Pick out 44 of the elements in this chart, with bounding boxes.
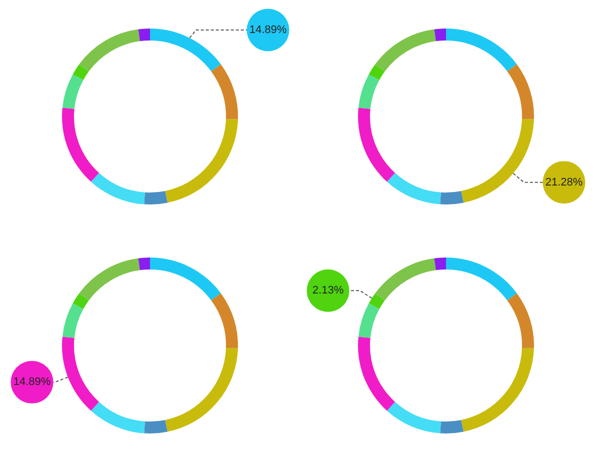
donut-slice xyxy=(72,293,89,310)
donut-slice xyxy=(386,172,441,204)
donut-slice xyxy=(150,28,221,72)
donut-slice xyxy=(165,119,238,203)
donut-slice xyxy=(62,303,84,338)
donut-slice xyxy=(386,402,441,434)
donut-slice xyxy=(434,28,446,42)
donut-slice xyxy=(62,108,100,182)
data-label: 21.28% xyxy=(545,176,583,188)
donut-slice xyxy=(138,258,150,270)
donut-slice xyxy=(375,29,436,72)
donut-slice xyxy=(62,74,84,109)
donut-slice xyxy=(211,293,238,348)
donut-slice xyxy=(144,420,168,434)
donut-slice xyxy=(375,258,436,300)
donut-slice xyxy=(461,348,534,432)
data-label: 14.89% xyxy=(13,376,51,388)
donut-slice xyxy=(358,336,396,411)
donut-slice xyxy=(358,108,396,182)
donut-slice xyxy=(358,74,380,109)
donut-slice xyxy=(446,258,517,300)
donut-slice xyxy=(211,64,238,120)
donut-slice xyxy=(90,172,145,204)
donut-slice xyxy=(72,64,89,80)
donut-slice xyxy=(507,64,534,120)
donut-slice xyxy=(144,190,168,204)
donut-slice xyxy=(165,348,238,432)
donut-slice xyxy=(79,29,140,72)
donut-slice xyxy=(507,293,534,348)
donut-slice xyxy=(358,303,380,338)
data-label: 2.13% xyxy=(312,284,344,297)
donut-slice xyxy=(79,258,140,300)
donut-slice xyxy=(150,258,221,300)
donut-slice xyxy=(90,402,145,434)
donut-slice xyxy=(138,28,150,42)
data-label: 14.89% xyxy=(249,24,287,36)
donut-slice xyxy=(440,190,464,204)
donut-slice xyxy=(446,28,517,72)
donut-slice xyxy=(62,336,100,411)
donut-slice xyxy=(368,293,385,310)
donut-slice xyxy=(368,64,385,80)
donut-slice xyxy=(440,420,464,434)
donut-slice xyxy=(434,258,446,270)
donut-slice xyxy=(461,119,534,203)
